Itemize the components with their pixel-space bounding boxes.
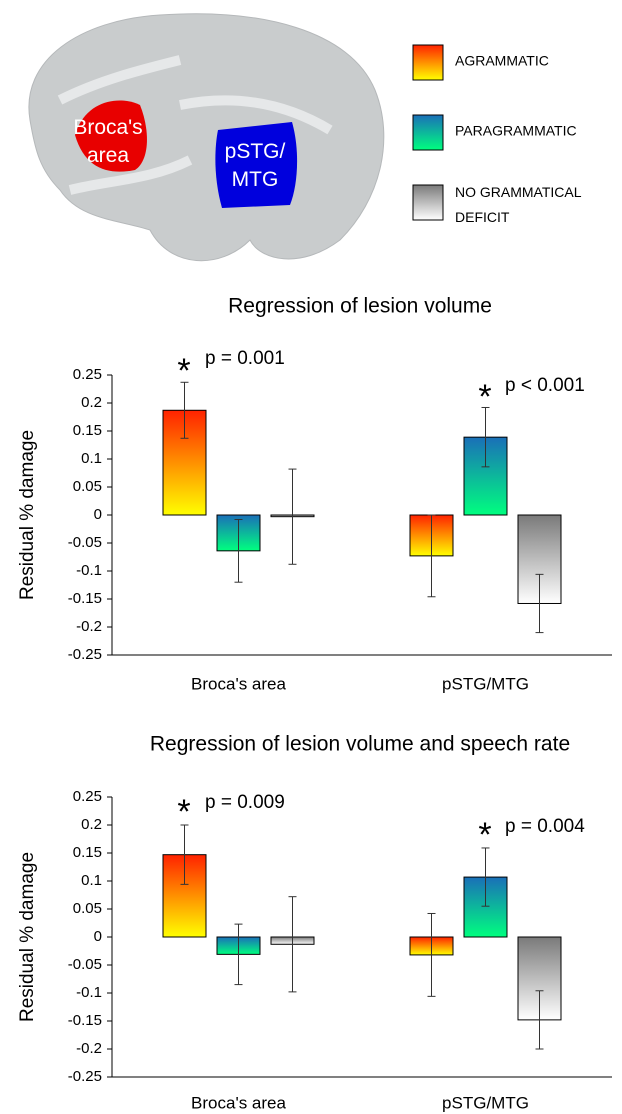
y-tick-label: -0.25 bbox=[68, 1068, 102, 1085]
y-tick-label: 0.15 bbox=[73, 844, 102, 861]
y-tick-label: 0.25 bbox=[73, 366, 102, 383]
y-tick-label: -0.2 bbox=[76, 618, 102, 635]
y-tick-label: 0.25 bbox=[73, 788, 102, 805]
y-tick-label: -0.1 bbox=[76, 984, 102, 1001]
brain-label: pSTG/MTG bbox=[225, 140, 286, 191]
y-tick-label: -0.2 bbox=[76, 1040, 102, 1057]
y-tick-label: 0.2 bbox=[81, 816, 102, 833]
y-tick-label: 0.1 bbox=[81, 872, 102, 889]
x-tick-label: pSTG/MTG bbox=[442, 1093, 529, 1112]
y-tick-label: -0.05 bbox=[68, 956, 102, 973]
chart-title: Regression of lesion volume and speech r… bbox=[150, 733, 570, 756]
legend-label: PARAGRAMMATIC bbox=[455, 123, 577, 139]
y-tick-label: -0.15 bbox=[68, 590, 102, 607]
legend-swatch bbox=[412, 114, 444, 151]
y-tick-label: -0.05 bbox=[68, 534, 102, 551]
legend-swatch bbox=[412, 44, 444, 81]
x-tick-label: Broca's area bbox=[191, 1093, 286, 1112]
y-tick-label: 0 bbox=[94, 506, 102, 523]
x-tick-label: pSTG/MTG bbox=[442, 674, 529, 693]
y-axis-label: Residual % damage bbox=[17, 430, 38, 600]
annotation-marker: * bbox=[478, 378, 491, 416]
annotation-text: p = 0.001 bbox=[205, 348, 285, 369]
annotation-marker: * bbox=[177, 793, 190, 831]
annotation-marker: * bbox=[478, 816, 491, 854]
annotation-marker: * bbox=[177, 352, 190, 390]
annotation-text: p < 0.001 bbox=[505, 375, 585, 396]
y-axis-label: Residual % damage bbox=[17, 852, 38, 1022]
brain bbox=[28, 13, 385, 262]
annotation-text: p = 0.004 bbox=[505, 816, 585, 837]
chart-title: Regression of lesion volume bbox=[228, 295, 492, 318]
annotation-text: p = 0.009 bbox=[205, 792, 285, 813]
legend-label: AGRAMMATIC bbox=[455, 53, 549, 69]
y-tick-label: -0.1 bbox=[76, 562, 102, 579]
y-tick-label: 0.05 bbox=[73, 900, 102, 917]
y-tick-label: 0.15 bbox=[73, 422, 102, 439]
y-tick-label: 0.2 bbox=[81, 394, 102, 411]
legend-swatch bbox=[412, 184, 444, 221]
y-tick-label: 0 bbox=[94, 928, 102, 945]
y-tick-label: -0.15 bbox=[68, 1012, 102, 1029]
y-tick-label: 0.05 bbox=[73, 478, 102, 495]
x-tick-label: Broca's area bbox=[191, 674, 286, 693]
y-tick-label: -0.25 bbox=[68, 646, 102, 663]
legend-label: NO GRAMMATICAL DEFICIT bbox=[455, 184, 582, 225]
y-tick-label: 0.1 bbox=[81, 450, 102, 467]
brain-label: Broca's area bbox=[73, 116, 142, 167]
